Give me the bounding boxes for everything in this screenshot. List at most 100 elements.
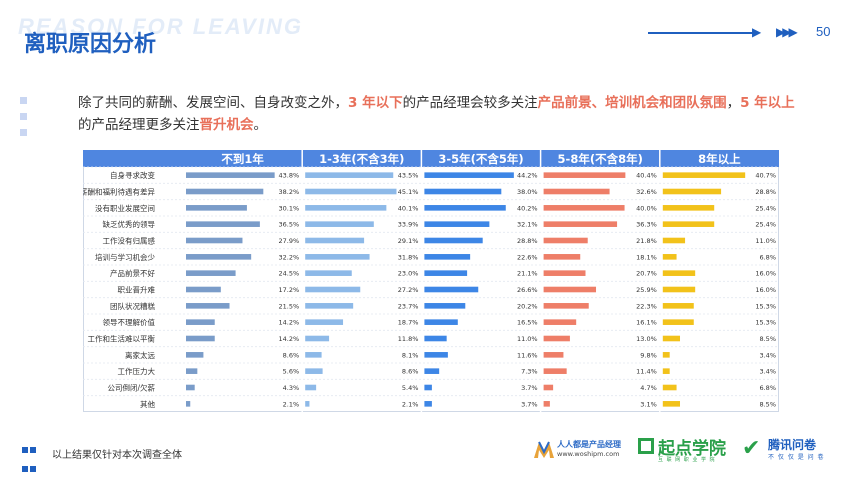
data-bar <box>305 319 344 325</box>
data-label: 27.9% <box>279 237 300 245</box>
data-label: 18.1% <box>636 253 657 261</box>
data-bar <box>424 319 458 325</box>
data-label: 22.3% <box>636 302 657 310</box>
data-bar <box>662 205 715 211</box>
data-bar <box>424 270 468 276</box>
data-bar <box>305 303 354 309</box>
data-label: 16.0% <box>755 286 776 294</box>
data-label: 11.8% <box>398 335 419 343</box>
data-label: 14.2% <box>279 319 300 327</box>
data-bar <box>186 319 215 325</box>
data-bar <box>662 286 696 293</box>
data-bar <box>305 237 365 244</box>
data-label: 3.4% <box>759 351 776 359</box>
data-bar <box>662 352 670 358</box>
qidian-mark-icon <box>638 438 654 454</box>
category-label: 职业晋升难 <box>118 285 156 295</box>
data-bar <box>543 254 581 260</box>
data-bar <box>186 221 260 227</box>
data-bar <box>543 352 564 358</box>
tencent-wj-logo: ✔ 腾讯问卷 不 仅 仅 是 问 卷 <box>742 434 842 464</box>
legend-label: 3-5年(不含5年) <box>438 152 523 166</box>
square-icon <box>22 447 28 453</box>
data-bar <box>186 254 252 260</box>
data-label: 26.6% <box>517 286 538 294</box>
data-bar <box>543 270 586 276</box>
woshipm-logo: 人人都是产品经理 www.woshipm.com <box>533 436 629 464</box>
data-label: 18.7% <box>398 319 419 327</box>
data-bar <box>424 401 432 407</box>
data-bar <box>662 270 696 276</box>
data-label: 13.0% <box>636 335 657 343</box>
data-label: 21.5% <box>279 302 300 310</box>
data-label: 25.4% <box>755 221 776 229</box>
legend-label: 8年以上 <box>698 152 741 166</box>
footer-squares <box>22 440 42 478</box>
data-bar <box>662 335 681 342</box>
data-bar <box>424 303 466 309</box>
summary-highlight: 晋升机会 <box>199 117 254 133</box>
data-label: 23.7% <box>398 302 419 310</box>
data-label: 11.0% <box>755 237 776 245</box>
data-label: 15.3% <box>755 319 776 327</box>
category-label: 其他 <box>140 399 155 409</box>
data-label: 20.2% <box>517 302 538 310</box>
data-bar <box>424 221 490 227</box>
data-label: 8.1% <box>402 351 419 359</box>
data-bar <box>543 303 589 309</box>
data-label: 36.5% <box>279 221 300 229</box>
data-bar <box>186 368 198 374</box>
logo-subtitle: 互 联 网 职 业 学 院 <box>658 457 716 463</box>
data-label: 15.3% <box>755 302 776 310</box>
data-bar <box>662 401 681 407</box>
data-label: 40.0% <box>636 204 657 212</box>
logo-subtitle: 不 仅 仅 是 问 卷 <box>768 454 825 461</box>
data-bar <box>543 237 588 244</box>
square-icon <box>20 129 27 136</box>
reason-chart: 不到1年 1-3年(不含3年) 3-5年(不含5年) 5-8年(不含8年) 8年以上 自身… <box>83 150 779 412</box>
logo-url: www.woshipm.com <box>557 450 620 458</box>
data-bar <box>186 335 215 342</box>
data-bar <box>543 221 618 227</box>
data-label: 31.8% <box>398 253 419 261</box>
data-label: 16.1% <box>636 319 657 327</box>
data-label: 8.6% <box>283 351 300 359</box>
data-bar <box>543 319 577 325</box>
logo-name: 人人都是产品经理 <box>557 440 621 449</box>
data-label: 3.1% <box>640 400 657 408</box>
data-label: 32.2% <box>279 253 300 261</box>
data-bar <box>186 401 191 407</box>
data-bar <box>424 237 483 244</box>
data-label: 23.0% <box>398 270 419 278</box>
category-label: 团队状况糟糕 <box>110 301 155 311</box>
data-bar <box>305 401 310 407</box>
legend-label: 5-8年(不含8年) <box>558 152 643 166</box>
check-icon: ✔ <box>742 436 761 461</box>
data-label: 21.8% <box>636 237 657 245</box>
data-label: 40.1% <box>398 204 419 212</box>
chart-header-band <box>183 150 779 167</box>
data-bar <box>305 172 394 178</box>
category-label: 公司倒闭/欠薪 <box>107 383 155 393</box>
data-label: 2.1% <box>283 400 300 408</box>
category-label: 培训与学习机会少 <box>95 252 155 262</box>
data-label: 30.1% <box>279 204 300 212</box>
data-bar <box>305 384 317 391</box>
legend-label: 1-3年(不含3年) <box>319 152 404 166</box>
data-bar <box>662 221 715 227</box>
data-label: 11.0% <box>517 335 538 343</box>
data-bar <box>424 335 447 342</box>
logo-name: 起点学院 <box>658 439 726 459</box>
data-label: 8.5% <box>759 400 776 408</box>
data-label: 3.7% <box>521 384 538 392</box>
summary-part: 的产品经理会较多关注 <box>402 95 538 111</box>
data-bar <box>543 205 625 211</box>
data-label: 5.6% <box>283 368 300 376</box>
square-icon <box>20 97 27 104</box>
data-label: 24.5% <box>279 270 300 278</box>
data-bar <box>424 188 502 195</box>
data-label: 17.2% <box>279 286 300 294</box>
data-bar <box>543 401 550 407</box>
data-label: 32.6% <box>636 188 657 196</box>
data-bar <box>662 384 677 391</box>
